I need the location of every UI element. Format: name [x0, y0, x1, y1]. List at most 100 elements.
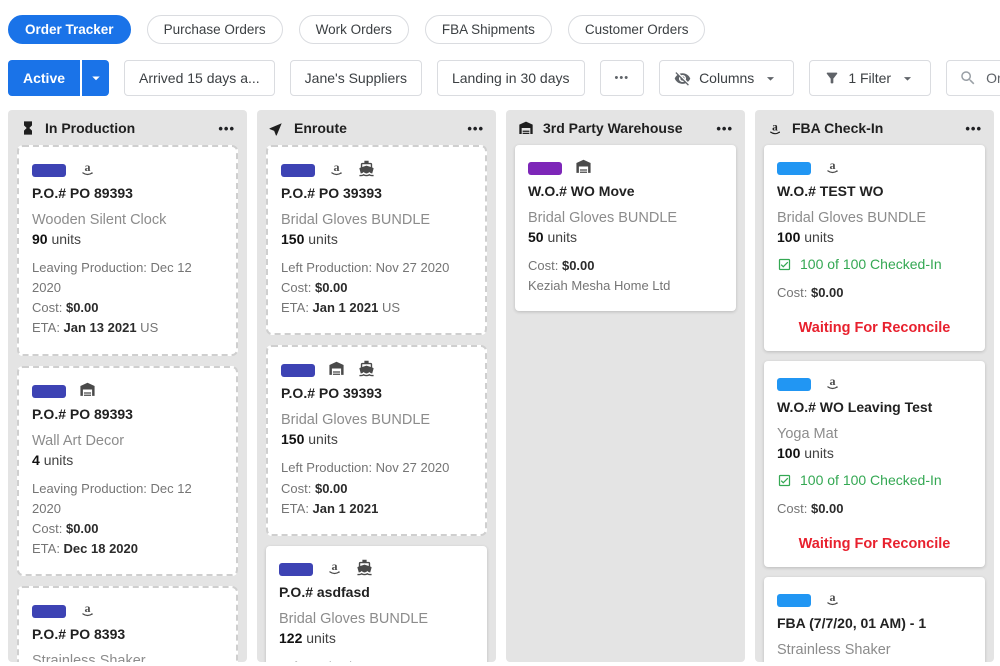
amazon-icon: a — [79, 601, 96, 618]
product-name: Bridal Gloves BUNDLE — [281, 412, 431, 429]
product: Strainless Shaker 500 units — [777, 642, 972, 662]
product-qty: 150 — [281, 231, 305, 247]
filter-button[interactable]: 1 Filter — [809, 60, 932, 96]
ship-icon — [358, 160, 375, 177]
detail-text: Jan 13 2021 — [63, 320, 137, 336]
status-filter-button[interactable]: Active — [8, 60, 81, 96]
checkbox-icon — [777, 257, 792, 272]
order-card[interactable]: P.O.# PO 89393 Wall Art Decor 4 units Le… — [17, 365, 238, 577]
filter-chip[interactable]: Jane's Suppliers — [289, 60, 422, 96]
product-name: Strainless Shaker — [777, 642, 891, 659]
product-unit-label: units — [547, 229, 578, 245]
nav-tab-order-tracker[interactable]: Order Tracker — [8, 15, 131, 44]
column-menu-button[interactable]: ••• — [716, 120, 733, 136]
search-input[interactable] — [986, 70, 1000, 86]
order-card[interactable]: W.O.# WO Move Bridal Gloves BUNDLE 50 un… — [515, 145, 736, 312]
detail-line: ETA: Jan 1 2021 US — [281, 298, 472, 318]
card-tag-row: a — [777, 589, 972, 608]
ship-icon — [358, 360, 375, 377]
order-card[interactable]: a P.O.# asdfasd Bridal Gloves BUNDLE 122 … — [266, 545, 487, 662]
product: Bridal Gloves BUNDLE 122 units — [279, 611, 474, 646]
detail-line: Left Production: Nov 27 2020 — [281, 258, 472, 278]
product-units: 500 units — [777, 661, 972, 662]
order-card[interactable]: a W.O.# TEST WO Bridal Gloves BUNDLE 100 … — [764, 145, 985, 352]
filter-chip[interactable]: Landing in 30 days — [436, 60, 585, 96]
product-unit-label: units — [804, 661, 834, 662]
order-card[interactable]: a P.O.# PO 39393 Bridal Gloves BUNDLE 150… — [266, 145, 487, 336]
nav-tab-customer-orders[interactable]: Customer Orders — [567, 15, 706, 44]
order-color-tag — [279, 562, 313, 576]
product: Strainless Shaker 2,300 units — [32, 653, 223, 662]
product-qty: 100 — [777, 445, 801, 462]
chevron-down-icon — [899, 70, 916, 87]
product-qty: 500 — [777, 661, 800, 662]
svg-text:a: a — [772, 121, 778, 133]
amazon-icon: a — [326, 559, 343, 576]
ship-icon — [356, 559, 373, 576]
product-units: 4 units — [32, 452, 223, 468]
card-tag-row: a — [777, 373, 972, 392]
detail-text: US — [136, 320, 159, 336]
card-tag-row: a — [281, 159, 472, 177]
nav-tab-purchase-orders[interactable]: Purchase Orders — [146, 15, 283, 44]
column-menu-button[interactable]: ••• — [218, 120, 235, 136]
detail-text: Left Production: Nov 27 2020 — [281, 460, 450, 476]
product-name: Bridal Gloves BUNDLE — [279, 610, 429, 627]
detail-text: ETA: — [281, 300, 313, 316]
card-tag-row — [32, 380, 223, 398]
order-card[interactable]: a P.O.# PO 89393 Wooden Silent Clock 90 u… — [17, 145, 238, 356]
order-card[interactable]: a W.O.# WO Leaving Test Yoga Mat 100 unit… — [764, 361, 985, 568]
product-units: 122 units — [279, 630, 474, 646]
order-color-tag — [281, 164, 315, 177]
more-filters-button[interactable]: ••• — [599, 60, 645, 96]
columns-button[interactable]: Columns — [659, 60, 795, 96]
product-name: Wall Art Decor — [32, 432, 125, 449]
kanban-column-in-production: In Production ••• a P.O.# PO 89393 Wooden… — [8, 110, 247, 662]
product: Bridal Gloves BUNDLE 150 units — [281, 412, 472, 447]
checked-in-status: 100 of 100 Checked-In — [777, 256, 972, 272]
product: Bridal Gloves BUNDLE 100 units — [777, 210, 972, 245]
top-nav: Order Tracker Purchase Orders Work Orders F… — [0, 0, 1000, 44]
order-card[interactable]: P.O.# PO 39393 Bridal Gloves BUNDLE 150 … — [266, 345, 487, 536]
warehouse-icon — [518, 120, 534, 136]
columns-button-label: Columns — [699, 70, 755, 86]
order-details: Left Production: Nov 27 2020 Cost: $0.00 E… — [281, 258, 472, 318]
status-dropdown-button[interactable] — [82, 60, 110, 96]
detail-text: $0.00 — [810, 285, 844, 300]
svg-text:a: a — [333, 160, 339, 174]
detail-text: Cost: — [528, 258, 562, 273]
detail-text: $0.00 — [314, 280, 348, 296]
column-menu-button[interactable]: ••• — [965, 120, 982, 136]
detail-line: Leaving Production: Dec 12 2020 — [32, 479, 223, 519]
toolbar: Active Arrived 15 days a... Jane's Suppli… — [0, 60, 1000, 96]
card-tag-row — [528, 157, 723, 175]
detail-text: $0.00 — [561, 258, 595, 273]
card-tag-row — [281, 359, 472, 378]
column-menu-button[interactable]: ••• — [467, 120, 484, 136]
svg-text:a: a — [829, 158, 835, 172]
order-card[interactable]: a P.O.# PO 8393 Strainless Shaker 2,300 u… — [17, 586, 238, 662]
order-number: FBA (7/7/20, 01 AM) - 1 — [777, 615, 927, 632]
column-title: Enroute — [294, 120, 347, 136]
column-header: In Production ••• — [17, 110, 238, 145]
checked-in-text: 100 of 100 Checked-In — [800, 256, 942, 272]
detail-text: Cost: — [281, 480, 315, 496]
order-card[interactable]: a FBA (7/7/20, 01 AM) - 1 Strainless Shak… — [764, 577, 985, 662]
column-header: 3rd Party Warehouse ••• — [515, 110, 736, 145]
amazon-icon: a — [824, 590, 841, 607]
order-color-tag — [777, 378, 811, 392]
nav-tab-work-orders[interactable]: Work Orders — [298, 15, 409, 44]
funnel-icon — [824, 70, 840, 86]
kanban-column-fba-check-in: a FBA Check-In ••• a W.O.# TEST WO Bridal… — [755, 110, 994, 662]
svg-text:a: a — [84, 160, 90, 174]
nav-tab-fba-shipments[interactable]: FBA Shipments — [424, 15, 552, 44]
filter-chip[interactable]: Arrived 15 days a... — [124, 60, 275, 96]
product-units: 150 units — [281, 231, 472, 247]
plane-icon — [269, 120, 285, 136]
product-name: Bridal Gloves BUNDLE — [777, 210, 927, 226]
order-number: P.O.# PO 8393 — [32, 626, 126, 643]
amazon-icon: a — [328, 160, 345, 177]
detail-text: Leaving Production: Dec 12 2020 — [32, 260, 192, 296]
kanban-column-3rd-party-warehouse: 3rd Party Warehouse ••• W.O.# WO Move Br… — [506, 110, 745, 662]
